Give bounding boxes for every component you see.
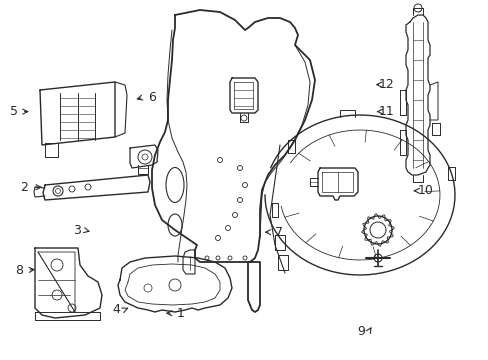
Text: 12: 12 [378, 78, 393, 91]
Text: 3: 3 [73, 224, 81, 237]
Text: 9: 9 [356, 325, 364, 338]
Text: 1: 1 [177, 307, 184, 320]
Text: 11: 11 [378, 105, 393, 118]
Text: 2: 2 [20, 181, 28, 194]
Text: 4: 4 [112, 303, 120, 316]
Text: 5: 5 [10, 105, 18, 118]
Text: 8: 8 [16, 264, 23, 276]
Text: 10: 10 [417, 184, 432, 197]
Text: 7: 7 [274, 226, 282, 239]
Text: 6: 6 [147, 91, 155, 104]
